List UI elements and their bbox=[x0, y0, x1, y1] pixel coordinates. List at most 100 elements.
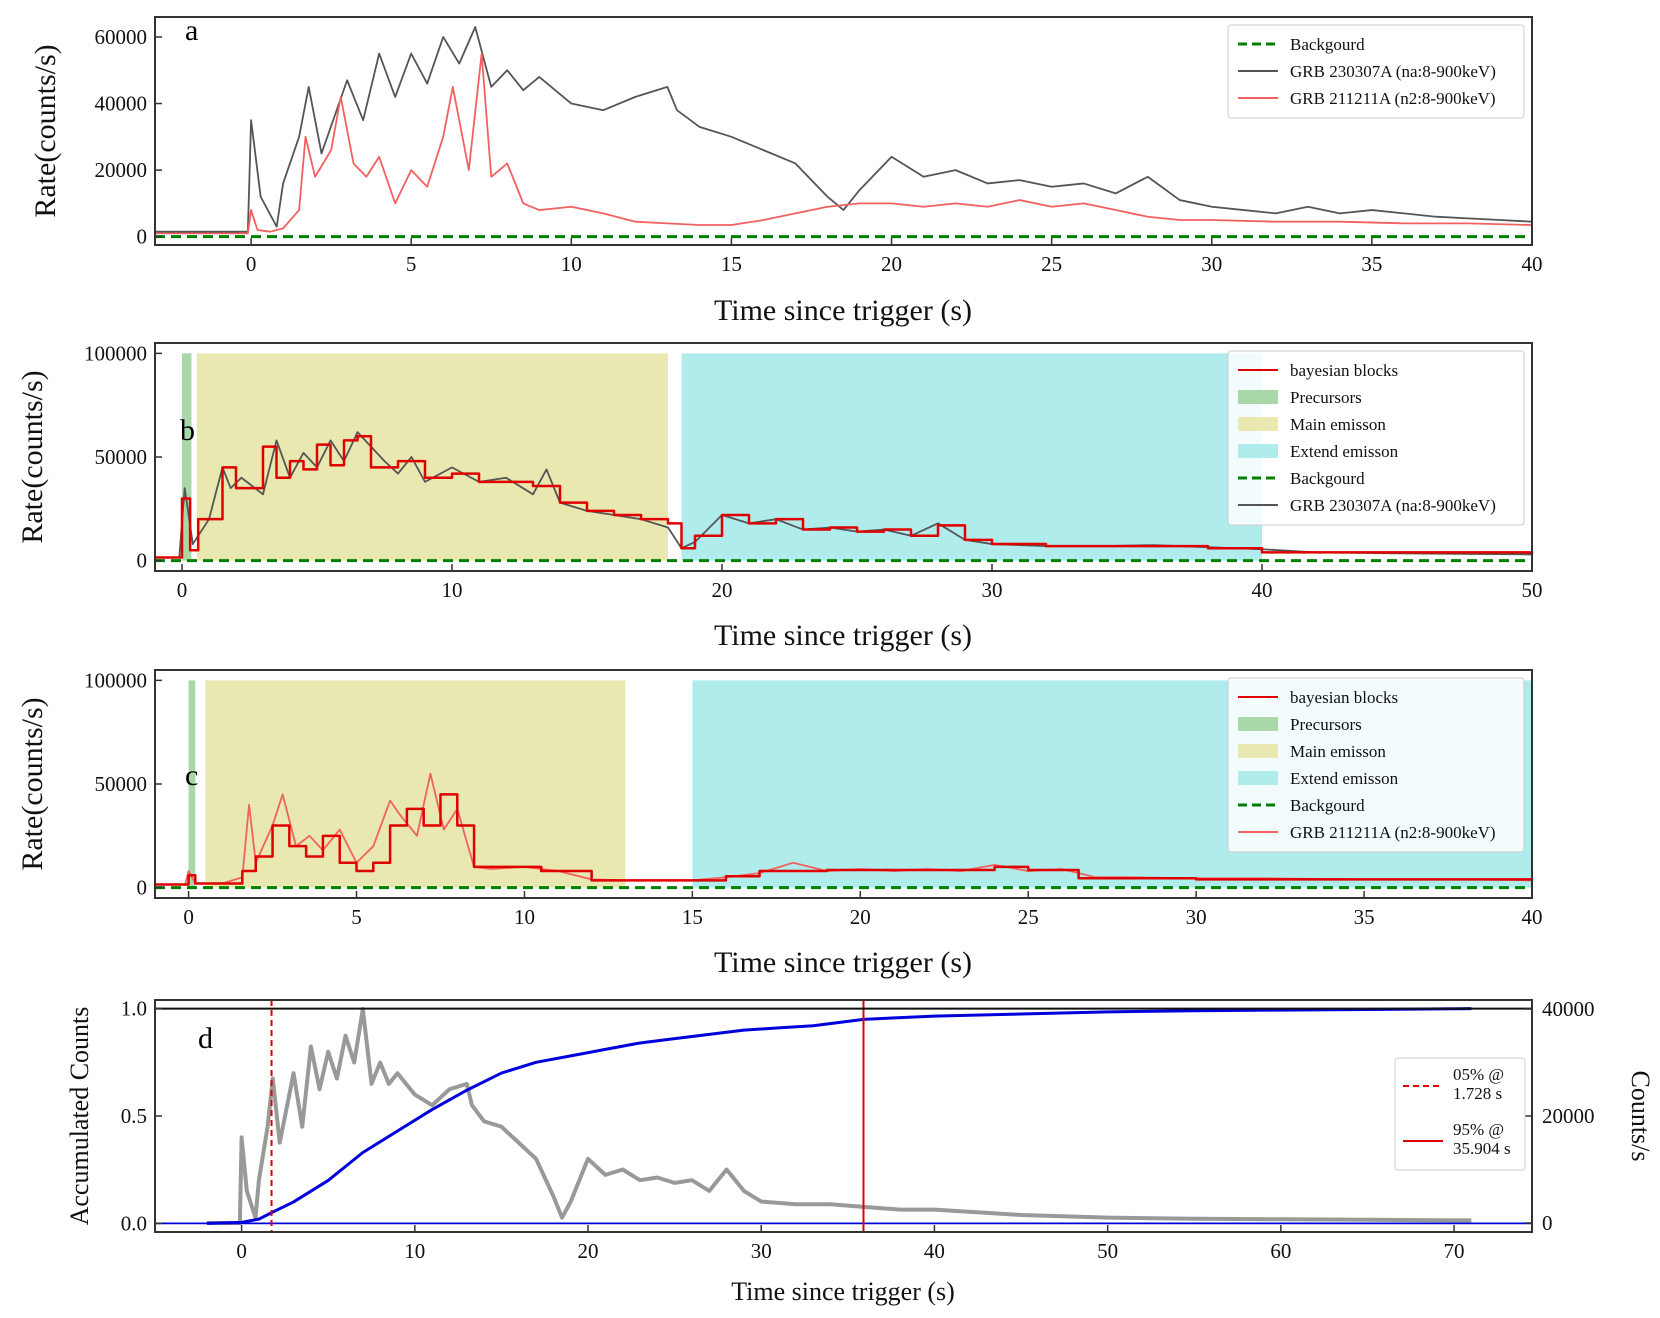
panel-c-legend: bayesian blocks Precursors Main emisson Ext… bbox=[1227, 677, 1525, 853]
panel-b-ylabel: Rate(counts/s) bbox=[16, 370, 49, 543]
legend-label: GRB 230307A (na:8-900keV) bbox=[1290, 62, 1496, 81]
series-bayesian-blocks bbox=[155, 435, 1534, 559]
x-tick-label: 15 bbox=[721, 252, 742, 276]
legend-label: Backgourd bbox=[1290, 796, 1365, 815]
x-tick-label: 10 bbox=[404, 1239, 425, 1263]
panel-a-frame bbox=[154, 16, 1533, 246]
region-main-emisson bbox=[196, 353, 668, 561]
x-tick-label: 0 bbox=[246, 252, 257, 276]
x-tick-label: 35 bbox=[1361, 252, 1382, 276]
legend-label: Extend emisson bbox=[1290, 442, 1399, 461]
x-tick-label: 40 bbox=[1522, 252, 1543, 276]
y-tick-label: 50000 bbox=[95, 445, 148, 469]
y-tick-label: 100000 bbox=[84, 341, 147, 365]
panel-a-letter: a bbox=[185, 14, 198, 47]
series-accumulated-counts bbox=[206, 1007, 1472, 1225]
x-tick-label: 30 bbox=[1186, 905, 1207, 929]
panel-b-series bbox=[155, 431, 1534, 563]
x-tick-label: 20 bbox=[850, 905, 871, 929]
panel-a-series bbox=[155, 26, 1533, 239]
panel-c-ylabel: Rate(counts/s) bbox=[16, 697, 49, 870]
panel-a-yticks: 0 20000 40000 60000 bbox=[95, 25, 162, 249]
x-tick-label: 5 bbox=[406, 252, 417, 276]
panel-b-legend: bayesian blocks Precursors Main emisson Ext… bbox=[1227, 350, 1525, 526]
y-tick-label: 60000 bbox=[95, 25, 148, 49]
legend-label: bayesian blocks bbox=[1290, 688, 1398, 707]
legend-label: Backgourd bbox=[1290, 469, 1365, 488]
panel-d-yticks: 0.0 0.5 1.0 bbox=[121, 997, 162, 1235]
panel-d-xticks: 0 10 20 30 40 50 60 70 bbox=[236, 1225, 1465, 1263]
panel-a: 0 5 10 15 20 25 30 35 40 0 20000 40000 60000 a Time… bbox=[29, 14, 1543, 327]
x-tick-label: 30 bbox=[982, 578, 1003, 602]
series-grb-230307a-na-8-900kev- bbox=[155, 26, 1533, 233]
legend-swatch bbox=[1238, 744, 1278, 758]
series-grb-211211a-n2-8-900kev- bbox=[155, 52, 1533, 235]
panel-c-series bbox=[155, 772, 1534, 890]
panel-d-letter: d bbox=[198, 1022, 213, 1055]
y-tick-label: 40000 bbox=[95, 92, 148, 116]
x-tick-label: 70 bbox=[1444, 1239, 1465, 1263]
x-tick-label: 0 bbox=[177, 578, 188, 602]
legend-box bbox=[1227, 24, 1525, 119]
x-tick-label: 30 bbox=[1201, 252, 1222, 276]
panel-d-frame bbox=[154, 999, 1533, 1233]
y-tick-label: 0 bbox=[137, 876, 148, 900]
x-tick-label: 10 bbox=[561, 252, 582, 276]
x-tick-label: 20 bbox=[881, 252, 902, 276]
x-tick-label: 60 bbox=[1270, 1239, 1291, 1263]
x-tick-label: 20 bbox=[712, 578, 733, 602]
legend-label: 05% @ bbox=[1453, 1065, 1504, 1084]
x-tick-label: 10 bbox=[514, 905, 535, 929]
legend-label: Extend emisson bbox=[1290, 769, 1399, 788]
y-tick-label: 0.5 bbox=[121, 1104, 147, 1128]
region-extend-emisson bbox=[681, 353, 1262, 561]
y2-tick-label: 20000 bbox=[1542, 1104, 1595, 1128]
x-tick-label: 20 bbox=[578, 1239, 599, 1263]
legend-label: Backgourd bbox=[1290, 35, 1365, 54]
panel-a-legend: Backgourd GRB 230307A (na:8-900keV) GRB 21… bbox=[1227, 24, 1525, 119]
panel-b-regions bbox=[182, 353, 1262, 561]
panel-a-xlabel: Time since trigger (s) bbox=[714, 294, 972, 327]
legend-label: Precursors bbox=[1290, 388, 1362, 407]
y2-tick-label: 40000 bbox=[1542, 997, 1595, 1021]
panel-d-ylabel: Accumulated Counts bbox=[65, 1007, 94, 1226]
legend-label: 1.728 s bbox=[1453, 1084, 1502, 1103]
panel-d-y2label: Counts/s bbox=[1626, 1070, 1655, 1161]
panel-b: 0 10 20 30 40 50 0 50000 100000 b Time since tr… bbox=[16, 341, 1543, 652]
panel-c-yticks: 0 50000 100000 bbox=[84, 668, 162, 900]
legend-box bbox=[1227, 677, 1525, 853]
region-precursors bbox=[182, 353, 192, 561]
panel-a-ylabel: Rate(counts/s) bbox=[29, 44, 62, 217]
x-tick-label: 5 bbox=[351, 905, 362, 929]
y-tick-label: 20000 bbox=[95, 158, 148, 182]
legend-label: Precursors bbox=[1290, 715, 1362, 734]
x-tick-label: 25 bbox=[1041, 252, 1062, 276]
series-counts-s bbox=[206, 1007, 1472, 1225]
x-tick-label: 0 bbox=[183, 905, 194, 929]
legend-swatch bbox=[1238, 717, 1278, 731]
y-tick-label: 0.0 bbox=[121, 1211, 147, 1235]
panel-d-y2ticks: 0 20000 40000 bbox=[1525, 997, 1595, 1235]
panel-c-xticks: 0 5 10 15 20 25 30 35 40 bbox=[183, 891, 1543, 929]
panel-d-xlabel: Time since trigger (s) bbox=[731, 1277, 955, 1306]
x-tick-label: 30 bbox=[751, 1239, 772, 1263]
legend-box bbox=[1227, 350, 1525, 526]
x-tick-label: 40 bbox=[1252, 578, 1273, 602]
legend-label: GRB 211211A (n2:8-900keV) bbox=[1290, 89, 1496, 108]
legend-label: Main emisson bbox=[1290, 742, 1386, 761]
x-tick-label: 50 bbox=[1522, 578, 1543, 602]
y-tick-label: 0 bbox=[137, 225, 148, 249]
x-tick-label: 40 bbox=[924, 1239, 945, 1263]
region-main-emisson bbox=[205, 680, 626, 888]
legend-label: GRB 211211A (n2:8-900keV) bbox=[1290, 823, 1496, 842]
legend-label: Main emisson bbox=[1290, 415, 1386, 434]
panel-b-xticks: 0 10 20 30 40 50 bbox=[177, 564, 1543, 602]
panel-c: 0 5 10 15 20 25 30 35 40 0 50000 100000 c Time sin… bbox=[16, 668, 1543, 979]
panel-c-letter: c bbox=[185, 759, 198, 792]
legend-swatch bbox=[1238, 417, 1278, 431]
x-tick-label: 15 bbox=[682, 905, 703, 929]
panel-b-letter: b bbox=[180, 414, 195, 447]
legend-label: 95% @ bbox=[1453, 1120, 1504, 1139]
